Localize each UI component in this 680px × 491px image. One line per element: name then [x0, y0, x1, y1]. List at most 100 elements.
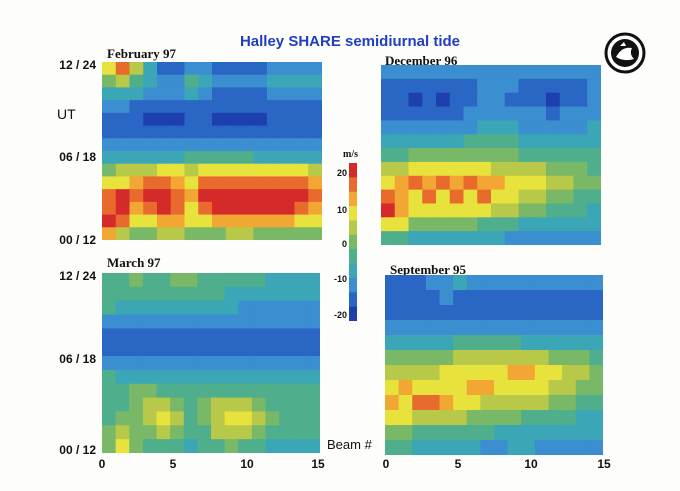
heatmap-cell	[170, 125, 186, 139]
heatmap-cell	[439, 395, 454, 411]
heatmap-cell	[197, 273, 212, 288]
heatmap-cell	[211, 328, 226, 343]
heatmap-cell	[129, 369, 144, 385]
heatmap-cell	[559, 231, 575, 245]
heatmap-cell	[280, 151, 296, 165]
heatmap-cell	[466, 365, 481, 381]
heatmap-cell	[548, 395, 563, 411]
heatmap-cell	[184, 62, 199, 76]
heatmap-cell	[308, 112, 322, 127]
heatmap-cell	[184, 227, 199, 240]
heatmap-cell	[115, 342, 130, 357]
heatmap-cell	[439, 275, 454, 291]
heatmap-cell	[142, 273, 158, 288]
heatmap-cell	[480, 305, 495, 321]
heatmap-cell	[425, 350, 441, 366]
heatmap-cell	[184, 189, 199, 203]
heatmap-cell	[183, 439, 198, 453]
heatmap-cell	[466, 425, 481, 441]
heatmap-cell	[115, 383, 130, 399]
heatmap-cell	[102, 201, 117, 216]
heatmap-cell	[211, 425, 226, 440]
heatmap-cell	[408, 175, 423, 191]
heatmap-cell	[466, 305, 481, 321]
heatmap-cell	[265, 286, 280, 302]
heatmap-cell	[408, 189, 423, 205]
heatmap-cell	[439, 290, 454, 306]
heatmap-cell	[198, 62, 213, 76]
heatmap-cell	[170, 62, 186, 76]
heatmap-cell	[385, 425, 400, 441]
heatmap-cell	[532, 134, 547, 149]
heatmap-cell	[308, 227, 322, 240]
heatmap-cell	[197, 383, 212, 399]
heatmap-cell	[225, 227, 241, 240]
heatmap-cell	[422, 175, 437, 191]
heatmap-cell	[587, 189, 601, 205]
heatmap-cell	[306, 425, 320, 440]
heatmap-cell	[518, 175, 533, 191]
heatmap-cell	[532, 231, 547, 245]
x-tick-right-15: 15	[597, 457, 611, 471]
heatmap-cell	[381, 92, 396, 108]
heatmap-cell	[102, 439, 117, 453]
heatmap-cell	[398, 275, 413, 291]
heatmap-cell	[480, 335, 495, 351]
heatmap-cell	[491, 217, 506, 232]
heatmap-cell	[306, 411, 320, 426]
heatmap-cell	[449, 92, 465, 108]
heatmap-cell	[156, 411, 171, 426]
heatmap-cell	[115, 439, 130, 453]
heatmap-cell	[394, 217, 410, 232]
heatmap-cell	[575, 275, 590, 291]
heatmap-cell	[115, 100, 131, 114]
heatmap-cell	[212, 227, 227, 240]
heatmap-cell	[521, 440, 536, 455]
heatmap-cell	[463, 217, 478, 232]
heatmap-cell	[280, 176, 296, 190]
heatmap-cell	[422, 120, 437, 135]
heatmap-cell	[559, 161, 575, 177]
heatmap-cell	[279, 342, 294, 357]
heatmap-cell	[129, 100, 144, 114]
heatmap-cell	[280, 112, 296, 127]
heatmap-cell	[573, 231, 588, 245]
heatmap-cell	[491, 161, 506, 177]
halley-logo-icon	[604, 32, 646, 74]
heatmap-cell	[294, 138, 309, 152]
heatmap-cell	[294, 151, 309, 165]
heatmap-cell	[507, 380, 522, 396]
heatmap-cell	[115, 369, 130, 385]
heatmap-cell	[466, 275, 481, 291]
heatmap-cell	[587, 161, 601, 177]
heatmap-cell	[115, 286, 130, 302]
heatmap-cell	[491, 148, 506, 163]
heatmap-cell	[548, 365, 563, 381]
heatmap-cell	[449, 65, 465, 80]
heatmap-cell	[466, 395, 481, 411]
heatmap-cell	[412, 395, 427, 411]
heatmap-cell	[436, 175, 451, 191]
colorbar-tick-minus-10: -10	[333, 274, 347, 284]
heatmap-cell	[562, 305, 577, 321]
heatmap-cell	[265, 273, 280, 288]
heatmap-cell	[385, 320, 400, 336]
heatmap-cell	[587, 134, 601, 149]
heatmap-cell	[453, 410, 468, 426]
heatmap-cell	[253, 62, 268, 76]
heatmap-cell	[253, 163, 268, 178]
heatmap-cell	[504, 92, 520, 108]
heatmap-cell	[449, 231, 465, 245]
heatmap-cell	[562, 395, 577, 411]
heatmap-cell	[211, 314, 226, 329]
y-tick-bottom-lower: 00 / 12	[59, 443, 96, 457]
heatmap-cell	[422, 65, 437, 80]
heatmap-cell	[587, 148, 601, 163]
heatmap-cell	[170, 273, 185, 288]
heatmap-cell	[394, 106, 410, 121]
heatmap-cell	[129, 425, 144, 440]
heatmap-cell	[412, 335, 427, 351]
heatmap-cell	[129, 227, 144, 240]
heatmap-cell	[559, 92, 575, 108]
heatmap-cell	[546, 65, 561, 80]
